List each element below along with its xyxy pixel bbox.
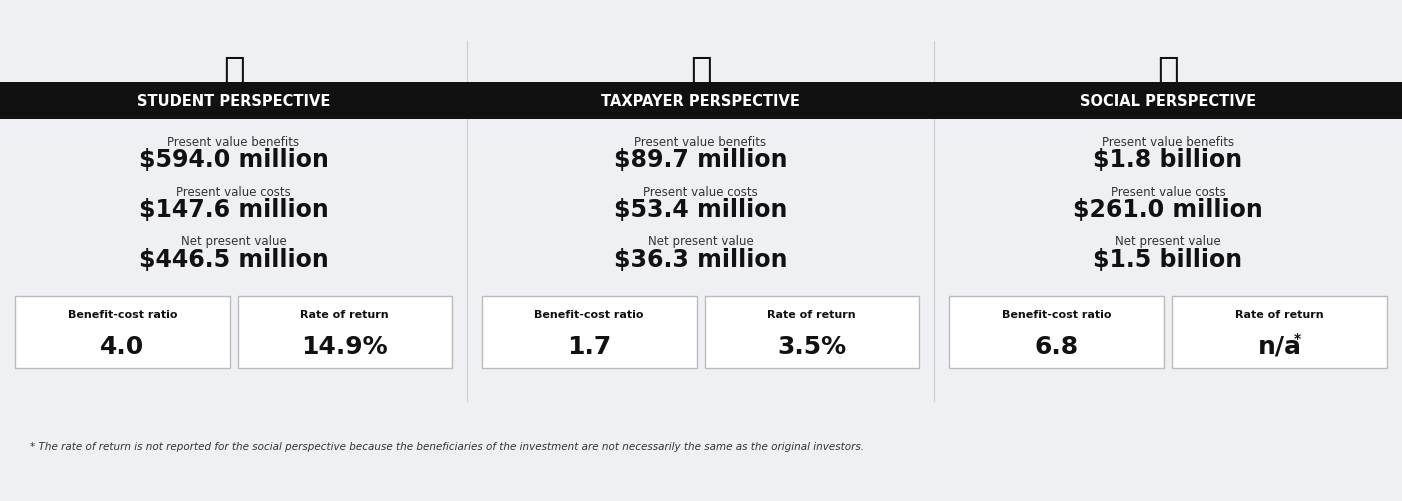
FancyBboxPatch shape (704, 297, 918, 368)
Text: $53.4 million: $53.4 million (614, 197, 787, 221)
Text: 14.9%: 14.9% (301, 334, 388, 358)
Text: 3.5%: 3.5% (777, 334, 847, 358)
Text: Rate of return: Rate of return (300, 310, 390, 319)
Text: Benefit-cost ratio: Benefit-cost ratio (67, 310, 177, 319)
FancyBboxPatch shape (15, 297, 230, 368)
Text: $1.5 billion: $1.5 billion (1094, 247, 1242, 272)
Text: Present value costs: Present value costs (177, 185, 290, 198)
Text: 1.7: 1.7 (568, 334, 611, 358)
FancyBboxPatch shape (949, 297, 1164, 368)
Text: STUDENT PERSPECTIVE: STUDENT PERSPECTIVE (137, 94, 331, 109)
Text: Benefit-cost ratio: Benefit-cost ratio (534, 310, 644, 319)
Text: Present value benefits: Present value benefits (1102, 135, 1234, 148)
Text: * The rate of return is not reported for the social perspective because the bene: * The rate of return is not reported for… (29, 441, 864, 451)
Text: Present value benefits: Present value benefits (635, 135, 767, 148)
Text: $1.8 billion: $1.8 billion (1094, 148, 1242, 172)
Text: 🎓: 🎓 (223, 55, 244, 89)
Text: 4.0: 4.0 (100, 334, 144, 358)
FancyBboxPatch shape (482, 297, 697, 368)
Text: 6.8: 6.8 (1035, 334, 1078, 358)
Text: $89.7 million: $89.7 million (614, 148, 788, 172)
Text: Rate of return: Rate of return (1235, 310, 1323, 319)
FancyBboxPatch shape (237, 297, 451, 368)
Text: Present value costs: Present value costs (644, 185, 758, 198)
Text: *: * (1294, 331, 1301, 345)
Text: 👥: 👥 (1157, 55, 1179, 89)
FancyBboxPatch shape (1172, 297, 1387, 368)
Text: Net present value: Net present value (648, 235, 753, 248)
Text: $261.0 million: $261.0 million (1073, 197, 1263, 221)
Text: Present value costs: Present value costs (1110, 185, 1225, 198)
Text: Net present value: Net present value (181, 235, 286, 248)
FancyBboxPatch shape (0, 83, 1402, 120)
Text: $446.5 million: $446.5 million (139, 247, 328, 272)
Text: 🏛: 🏛 (690, 55, 711, 89)
Text: $147.6 million: $147.6 million (139, 197, 328, 221)
Text: n/a: n/a (1258, 334, 1301, 358)
Text: SOCIAL PERSPECTIVE: SOCIAL PERSPECTIVE (1080, 94, 1256, 109)
Text: Net present value: Net present value (1115, 235, 1221, 248)
Text: Benefit-cost ratio: Benefit-cost ratio (1002, 310, 1112, 319)
Text: Rate of return: Rate of return (767, 310, 857, 319)
Text: TAXPAYER PERSPECTIVE: TAXPAYER PERSPECTIVE (601, 94, 801, 109)
Text: $36.3 million: $36.3 million (614, 247, 788, 272)
Text: $594.0 million: $594.0 million (139, 148, 328, 172)
Text: Present value benefits: Present value benefits (167, 135, 300, 148)
